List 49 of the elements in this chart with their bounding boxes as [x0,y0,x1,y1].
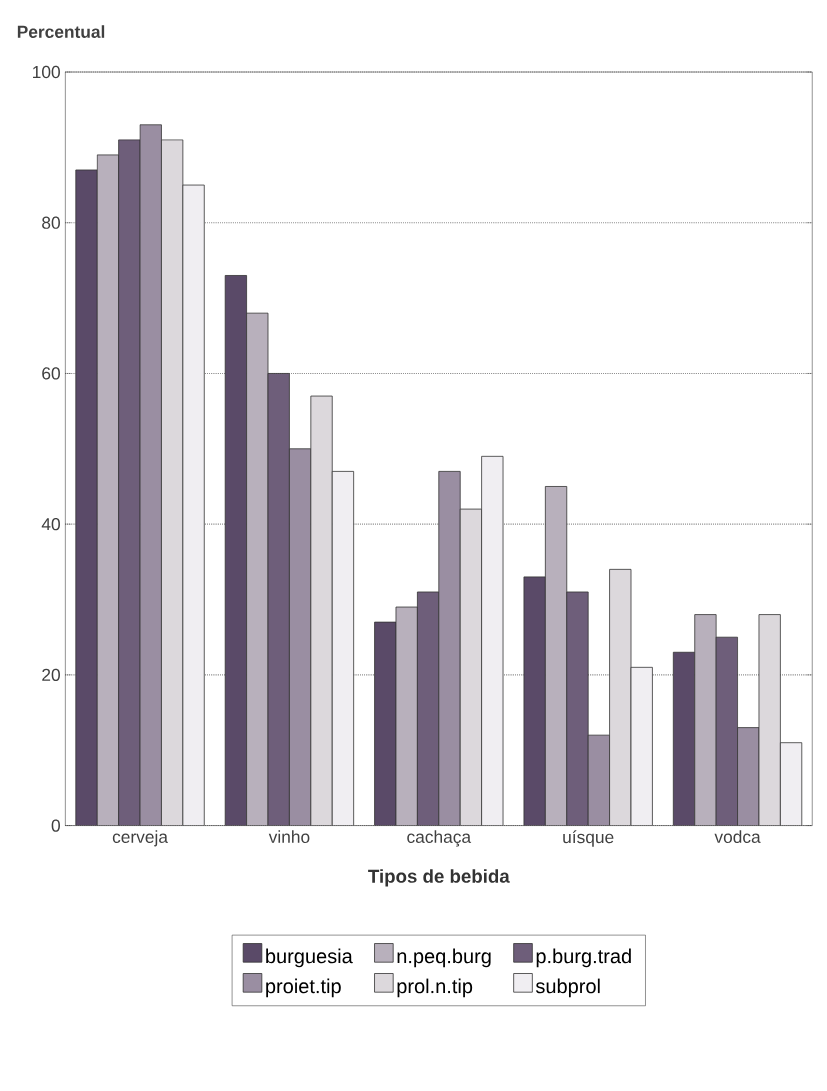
bar [481,456,504,826]
bar [374,622,397,826]
bar [97,154,119,826]
y-tick-label: 80 [42,216,61,229]
y-tick-label: 0 [51,819,61,832]
bar [225,275,247,826]
y-tick-label: 100 [33,65,61,79]
bar [631,667,653,826]
bar [460,509,482,826]
bar [566,591,589,826]
bar [140,124,162,826]
bar [310,396,333,826]
legend-label: p.burg.trad [536,948,631,968]
bar [182,185,205,826]
x-tick-label: cerveja [112,830,169,847]
bar [438,471,461,826]
y-tick-label: 60 [42,367,61,380]
bar [396,607,418,826]
legend-label: prol.n.tip [397,978,473,998]
bar [758,614,781,826]
bar [523,576,546,826]
bar [161,139,183,826]
legend-label: n.peq.burg [397,948,491,968]
bar [609,569,632,826]
bar [118,139,141,826]
bar [672,651,696,826]
x-tick-label: cachaça [407,830,472,847]
legend-label: burguesia [266,948,353,968]
y-tick-label: 20 [42,668,61,681]
legend-label: subprol [536,978,600,998]
legend-label: proiet.tip [266,978,341,998]
x-axis-title: Tipos de bebida [368,869,510,887]
bar [332,471,354,826]
bar [75,169,98,826]
bar [417,591,439,826]
bar [545,486,567,826]
x-tick-label: vinho [268,830,310,844]
y-axis-title: Percentual [17,25,105,38]
y-tick-label: 40 [41,518,61,531]
x-tick-label: uísque [563,830,614,847]
bar [268,373,290,826]
bar [694,614,717,826]
bar [588,735,610,826]
bar [715,636,738,826]
bar [780,742,803,826]
bar [737,727,760,826]
x-tick-label: vodca [714,830,761,844]
bar [246,313,269,826]
bar [289,448,311,826]
